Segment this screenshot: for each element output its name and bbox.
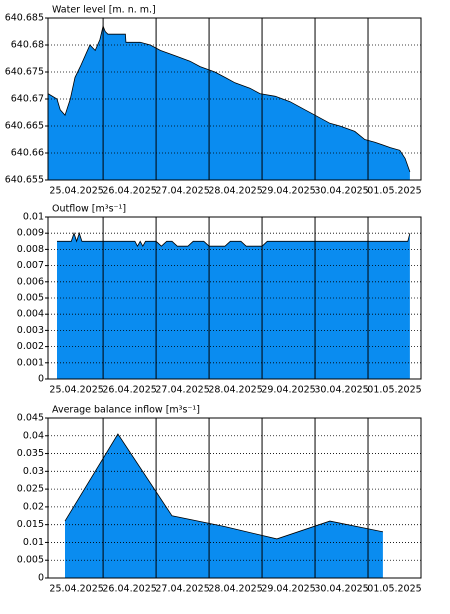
plot-frame: [47, 17, 422, 181]
x-tick-label: 26.04.2025: [102, 186, 156, 197]
x-tick-label: 29.04.2025: [261, 584, 315, 595]
x-tick-label: 27.04.2025: [155, 385, 209, 396]
y-tick-label: 0.025: [17, 484, 44, 495]
y-tick-label: 0.006: [17, 276, 44, 287]
x-tick-label: 28.04.2025: [208, 584, 262, 595]
y-tick-label: 0.01: [23, 537, 44, 548]
plot-frame: [47, 417, 422, 579]
panel-title: Outflow [m³s⁻¹]: [52, 204, 126, 215]
x-tick-label: 27.04.2025: [155, 584, 209, 595]
y-tick-label: 0.045: [17, 413, 44, 424]
y-tick-label: 0.03: [23, 466, 44, 477]
y-tick-label: 0: [38, 573, 44, 584]
y-tick-label: 0.009: [17, 228, 44, 239]
x-tick-label: 01.05.2025: [367, 186, 421, 197]
area-line: [57, 231, 411, 248]
x-tick-label: 28.04.2025: [208, 186, 262, 197]
y-tick-label: 0.04: [23, 430, 44, 441]
y-tick-label: 0.001: [17, 357, 44, 368]
y-tick-label: 0.005: [17, 293, 44, 304]
y-tick-label: 0: [38, 374, 44, 385]
y-tick-label: 0.01: [23, 212, 44, 223]
x-tick-label: 25.04.2025: [49, 186, 103, 197]
panel-title: Water level [m. n. m.]: [52, 5, 156, 16]
y-tick-label: 640.675: [5, 67, 44, 78]
y-tick-label: 640.66: [11, 148, 44, 159]
x-tick-label: 30.04.2025: [314, 385, 368, 396]
x-tick-label: 30.04.2025: [314, 584, 368, 595]
y-tick-label: 0.004: [17, 309, 44, 320]
x-tick-label: 26.04.2025: [102, 385, 156, 396]
y-tick-label: 0.035: [17, 448, 44, 459]
y-tick-label: 0.007: [17, 260, 44, 271]
x-tick-label: 01.05.2025: [367, 584, 421, 595]
panel-title: Average balance inflow [m³s⁻¹]: [52, 405, 200, 416]
y-tick-label: 640.68: [11, 40, 44, 51]
y-tick-label: 0.02: [23, 501, 44, 512]
y-tick-label: 0.015: [17, 519, 44, 530]
x-tick-label: 25.04.2025: [49, 385, 103, 396]
y-tick-label: 0.002: [17, 341, 44, 352]
x-tick-label: 28.04.2025: [208, 385, 262, 396]
x-tick-label: 27.04.2025: [155, 186, 209, 197]
y-tick-label: 640.685: [5, 13, 44, 24]
x-tick-label: 29.04.2025: [261, 385, 315, 396]
plot-frame: [47, 216, 422, 380]
y-tick-label: 0.003: [17, 325, 44, 336]
y-tick-label: 640.67: [11, 94, 44, 105]
x-tick-label: 01.05.2025: [367, 385, 421, 396]
area: [57, 233, 410, 379]
x-tick-label: 26.04.2025: [102, 584, 156, 595]
y-tick-label: 640.655: [5, 175, 44, 186]
area: [65, 434, 383, 578]
x-tick-label: 30.04.2025: [314, 186, 368, 197]
x-tick-label: 25.04.2025: [49, 584, 103, 595]
y-tick-label: 0.005: [17, 555, 44, 566]
area: [48, 26, 410, 180]
area-line: [64, 433, 383, 540]
y-tick-label: 0.008: [17, 244, 44, 255]
x-tick-label: 29.04.2025: [261, 186, 315, 197]
y-tick-label: 640.665: [5, 121, 44, 132]
area-line: [47, 24, 411, 173]
